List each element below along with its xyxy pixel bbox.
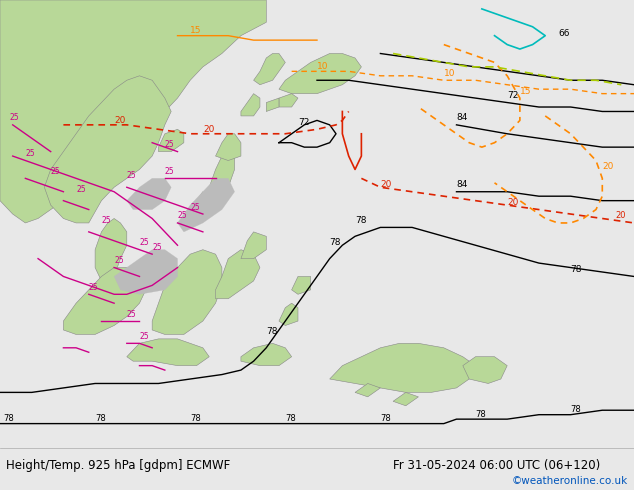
Text: 25: 25 [51, 167, 60, 176]
Text: 10: 10 [317, 62, 328, 71]
Polygon shape [241, 94, 260, 116]
Text: 78: 78 [571, 265, 582, 274]
Text: 25: 25 [139, 238, 149, 247]
Text: 78: 78 [330, 238, 341, 247]
Polygon shape [330, 343, 476, 392]
Polygon shape [114, 250, 178, 294]
Text: 84: 84 [456, 180, 468, 189]
Text: 25: 25 [190, 202, 200, 212]
Polygon shape [355, 384, 380, 397]
Text: 25: 25 [10, 113, 19, 122]
Text: 15: 15 [520, 87, 531, 96]
Polygon shape [216, 134, 241, 161]
Text: 78: 78 [190, 415, 201, 423]
Polygon shape [463, 357, 507, 384]
Text: 25: 25 [101, 216, 111, 225]
Text: 25: 25 [165, 167, 174, 176]
Text: 78: 78 [3, 415, 14, 423]
Text: 25: 25 [178, 212, 187, 220]
Polygon shape [0, 0, 266, 223]
Polygon shape [95, 219, 127, 285]
Text: 25: 25 [76, 185, 86, 194]
Text: 25: 25 [152, 243, 162, 252]
Polygon shape [127, 339, 209, 366]
Polygon shape [203, 151, 235, 210]
Polygon shape [44, 76, 171, 223]
Polygon shape [254, 53, 285, 85]
Text: 84: 84 [456, 113, 468, 122]
Text: 15: 15 [190, 26, 202, 35]
Text: 10: 10 [444, 69, 455, 78]
Text: 25: 25 [165, 140, 174, 149]
Text: 78: 78 [266, 327, 278, 337]
Text: 20: 20 [380, 180, 392, 189]
Polygon shape [63, 268, 146, 334]
Polygon shape [279, 94, 298, 107]
Polygon shape [241, 343, 292, 366]
Text: 20: 20 [114, 116, 126, 124]
Text: 66: 66 [558, 29, 569, 38]
Text: ©weatheronline.co.uk: ©weatheronline.co.uk [512, 476, 628, 486]
Text: 20: 20 [203, 124, 214, 134]
Text: 25: 25 [127, 310, 136, 318]
Polygon shape [158, 129, 184, 151]
Polygon shape [178, 178, 235, 232]
Text: 20: 20 [615, 212, 626, 220]
Polygon shape [279, 303, 298, 325]
Text: 72: 72 [507, 91, 519, 100]
Text: Height/Temp. 925 hPa [gdpm] ECMWF: Height/Temp. 925 hPa [gdpm] ECMWF [6, 459, 231, 472]
Polygon shape [279, 53, 361, 94]
Text: 78: 78 [285, 415, 296, 423]
Polygon shape [393, 392, 418, 406]
Text: 78: 78 [95, 415, 106, 423]
Text: 78: 78 [355, 216, 366, 225]
Text: Fr 31-05-2024 06:00 UTC (06+120): Fr 31-05-2024 06:00 UTC (06+120) [393, 459, 600, 472]
Text: 25: 25 [114, 256, 124, 265]
Polygon shape [152, 250, 222, 334]
Polygon shape [292, 276, 311, 294]
Text: 78: 78 [476, 410, 486, 419]
Text: 25: 25 [25, 149, 35, 158]
Polygon shape [241, 232, 266, 259]
Text: 25: 25 [89, 283, 98, 292]
Polygon shape [127, 178, 171, 210]
Polygon shape [190, 192, 209, 219]
Text: 20: 20 [507, 198, 519, 207]
Polygon shape [266, 98, 279, 112]
Text: 25: 25 [139, 332, 149, 341]
Text: 25: 25 [127, 172, 136, 180]
Polygon shape [216, 250, 260, 299]
Text: 72: 72 [298, 118, 309, 127]
Text: 78: 78 [380, 415, 391, 423]
Text: 20: 20 [602, 163, 614, 172]
Text: 78: 78 [571, 405, 581, 415]
